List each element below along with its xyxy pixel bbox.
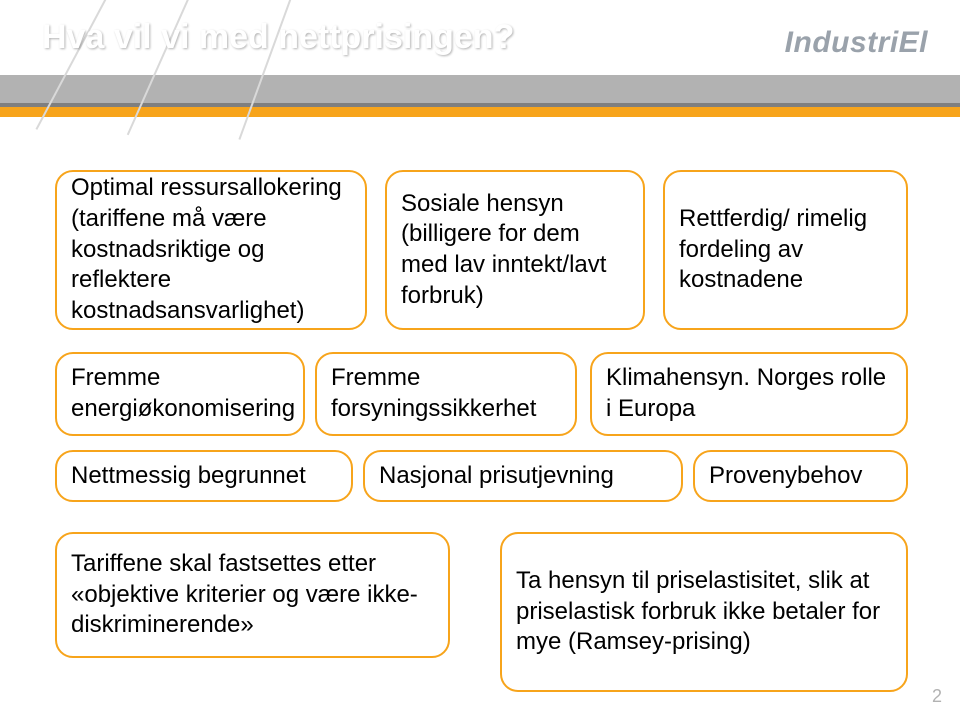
box-optimal: Optimal ressursallokering (tariffene må …: [55, 170, 367, 330]
box-nettmessig: Nettmessig begrunnet: [55, 450, 353, 502]
brand-logo: IndustriEl: [785, 26, 928, 60]
box-tahensyn: Ta hensyn til priselastisitet, slik at p…: [500, 532, 908, 692]
box-tariffene: Tariffene skal fastsettes etter «objekti…: [55, 532, 450, 658]
box-fremme-fors: Fremme forsyningssikkerhet: [315, 352, 577, 436]
box-nasjonal: Nasjonal prisutjevning: [363, 450, 683, 502]
page-number: 2: [932, 686, 942, 707]
box-rettferdig: Rettferdig/ rimelig fordeling av kostnad…: [663, 170, 908, 330]
header-stripe-orange: [0, 107, 960, 117]
box-proveny: Provenybehov: [693, 450, 908, 502]
slide: Hva vil vi med nettprisingen? IndustriEl…: [0, 0, 960, 717]
box-klima: Klimahensyn. Norges rolle i Europa: [590, 352, 908, 436]
box-sosiale: Sosiale hensyn (billigere for dem med la…: [385, 170, 645, 330]
box-fremme-oko: Fremme energiøkonomisering: [55, 352, 305, 436]
page-title: Hva vil vi med nettprisingen?: [42, 18, 514, 57]
